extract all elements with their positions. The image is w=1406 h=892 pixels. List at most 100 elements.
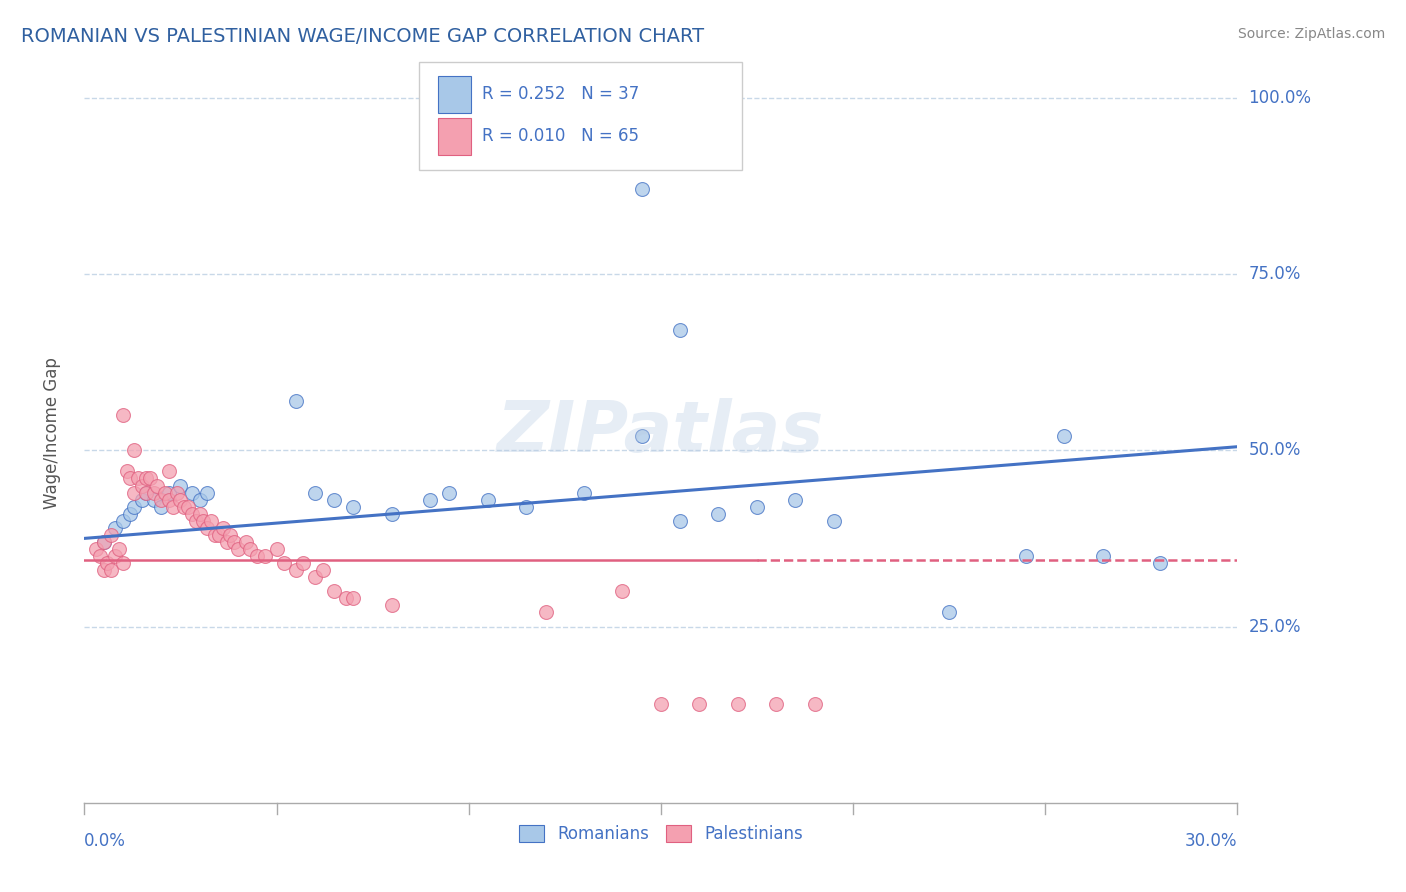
Point (765, 697, 787, 711)
Point (311, 563, 333, 577)
Point (669, 514, 692, 528)
Point (96, 556, 118, 570)
Point (93, 535, 115, 549)
Point (785, 492, 807, 507)
Point (304, 485, 326, 500)
Point (157, 485, 180, 500)
Text: R = 0.252   N = 37: R = 0.252 N = 37 (482, 86, 640, 103)
Point (124, 443, 146, 458)
Point (304, 570, 326, 584)
Point (111, 514, 134, 528)
Point (195, 485, 218, 500)
Point (111, 408, 134, 422)
Point (1149, 556, 1171, 570)
Point (188, 507, 211, 521)
Point (938, 606, 960, 620)
Point (323, 492, 346, 507)
Point (93, 535, 115, 549)
Point (572, 485, 595, 500)
Point (138, 471, 160, 485)
Text: 30.0%: 30.0% (1185, 832, 1237, 850)
Point (745, 500, 768, 514)
Point (273, 556, 295, 570)
Point (1091, 549, 1114, 563)
Point (124, 485, 146, 500)
Point (211, 521, 233, 535)
Point (204, 528, 226, 542)
Point (84, 541, 107, 556)
Point (630, 429, 652, 443)
Point (669, 323, 692, 337)
Point (169, 492, 191, 507)
Point (253, 549, 276, 563)
Point (131, 478, 153, 492)
Point (612, 584, 634, 599)
Point (1015, 549, 1038, 563)
Point (93, 563, 115, 577)
Point (169, 478, 191, 492)
Point (157, 492, 180, 507)
Point (177, 500, 200, 514)
Point (181, 507, 204, 521)
Point (292, 556, 315, 570)
Point (100, 528, 122, 542)
Point (439, 485, 461, 500)
Point (284, 563, 307, 577)
Point (120, 471, 142, 485)
Point (184, 514, 207, 528)
Point (104, 521, 127, 535)
Point (135, 471, 157, 485)
Point (381, 599, 404, 613)
Point (235, 535, 257, 549)
Text: 25.0%: 25.0% (1249, 617, 1301, 635)
Point (181, 485, 204, 500)
Point (150, 492, 173, 507)
Point (120, 507, 142, 521)
Point (284, 393, 307, 408)
Text: ROMANIAN VS PALESTINIAN WAGE/INCOME GAP CORRELATION CHART: ROMANIAN VS PALESTINIAN WAGE/INCOME GAP … (21, 27, 704, 45)
Point (208, 528, 231, 542)
Point (419, 492, 441, 507)
Point (239, 541, 262, 556)
Point (246, 549, 269, 563)
Point (115, 464, 138, 478)
FancyBboxPatch shape (439, 118, 471, 155)
Point (215, 535, 238, 549)
Point (142, 492, 165, 507)
Point (707, 507, 730, 521)
Text: 100.0%: 100.0% (1249, 88, 1312, 107)
Point (193, 514, 215, 528)
Point (89, 549, 111, 563)
Point (131, 492, 153, 507)
Point (688, 697, 710, 711)
Point (534, 606, 557, 620)
Text: 0.0%: 0.0% (84, 832, 127, 850)
Point (166, 485, 188, 500)
Point (342, 500, 364, 514)
Point (200, 514, 222, 528)
Point (104, 549, 127, 563)
Point (381, 507, 404, 521)
Point (135, 485, 157, 500)
Text: ZIPatlas: ZIPatlas (498, 398, 824, 467)
Legend: Romanians, Palestinians: Romanians, Palestinians (512, 819, 810, 850)
Point (823, 514, 845, 528)
Point (515, 500, 537, 514)
Point (173, 500, 195, 514)
Point (226, 541, 249, 556)
Point (162, 500, 184, 514)
FancyBboxPatch shape (419, 62, 741, 169)
Point (195, 521, 218, 535)
Point (630, 182, 652, 196)
Point (266, 541, 288, 556)
FancyBboxPatch shape (439, 76, 471, 112)
Point (127, 471, 149, 485)
Text: R = 0.010   N = 65: R = 0.010 N = 65 (482, 128, 640, 145)
Point (150, 500, 173, 514)
Point (108, 541, 131, 556)
Point (153, 485, 176, 500)
Point (224, 535, 246, 549)
Point (342, 591, 364, 606)
Point (157, 464, 180, 478)
Point (803, 697, 825, 711)
